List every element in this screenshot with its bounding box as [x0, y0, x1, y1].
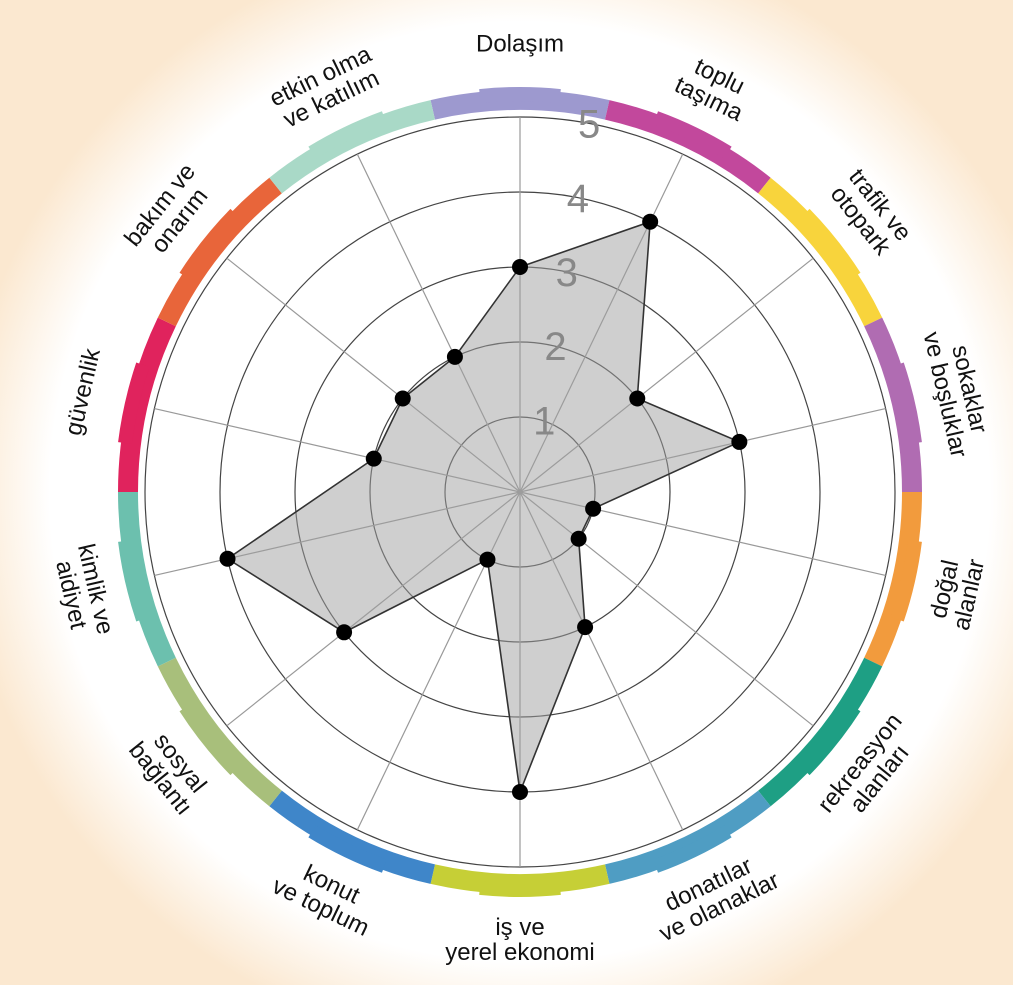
data-area: [226, 220, 742, 796]
ring-segment-notch: [308, 111, 387, 159]
data-point: [512, 784, 528, 800]
ring-segment-notch: [118, 540, 150, 622]
r-tick-label: 4: [567, 177, 589, 221]
category-label: Dolaşım: [475, 30, 565, 58]
r-tick-label: 5: [578, 103, 600, 147]
data-point: [731, 433, 748, 450]
data-point: [219, 550, 236, 567]
ring-segment-notch: [653, 111, 732, 159]
ring-segment-notch: [179, 208, 241, 281]
data-point: [577, 619, 594, 636]
data-point: [512, 259, 528, 275]
data-point: [336, 624, 353, 641]
data-point: [365, 450, 382, 467]
data-point: [570, 530, 587, 547]
data-point: [446, 348, 463, 365]
r-tick-label: 3: [556, 251, 578, 295]
ring-segment: [604, 100, 771, 194]
ring-segment-notch: [308, 825, 387, 873]
data-point: [394, 390, 411, 407]
ring-segment-notch: [653, 825, 732, 873]
category-label: iş ve yerel ekonomi: [445, 913, 595, 966]
ring-segment-notch: [179, 703, 241, 776]
ring-segment-notch: [799, 208, 861, 281]
data-point: [585, 500, 602, 517]
data-point: [479, 551, 496, 568]
ring-segment-notch: [799, 703, 861, 776]
r-tick-label: 2: [544, 325, 566, 369]
ring-segment-notch: [890, 362, 922, 444]
ring-segment-notch: [479, 881, 561, 897]
ring-segment-notch: [890, 540, 922, 622]
ring-segment-notch: [479, 87, 561, 103]
data-point: [642, 213, 659, 230]
ring-segment: [430, 864, 610, 894]
ring-segment-notch: [118, 362, 150, 444]
r-tick-label: 1: [533, 399, 555, 443]
data-point: [629, 390, 646, 407]
